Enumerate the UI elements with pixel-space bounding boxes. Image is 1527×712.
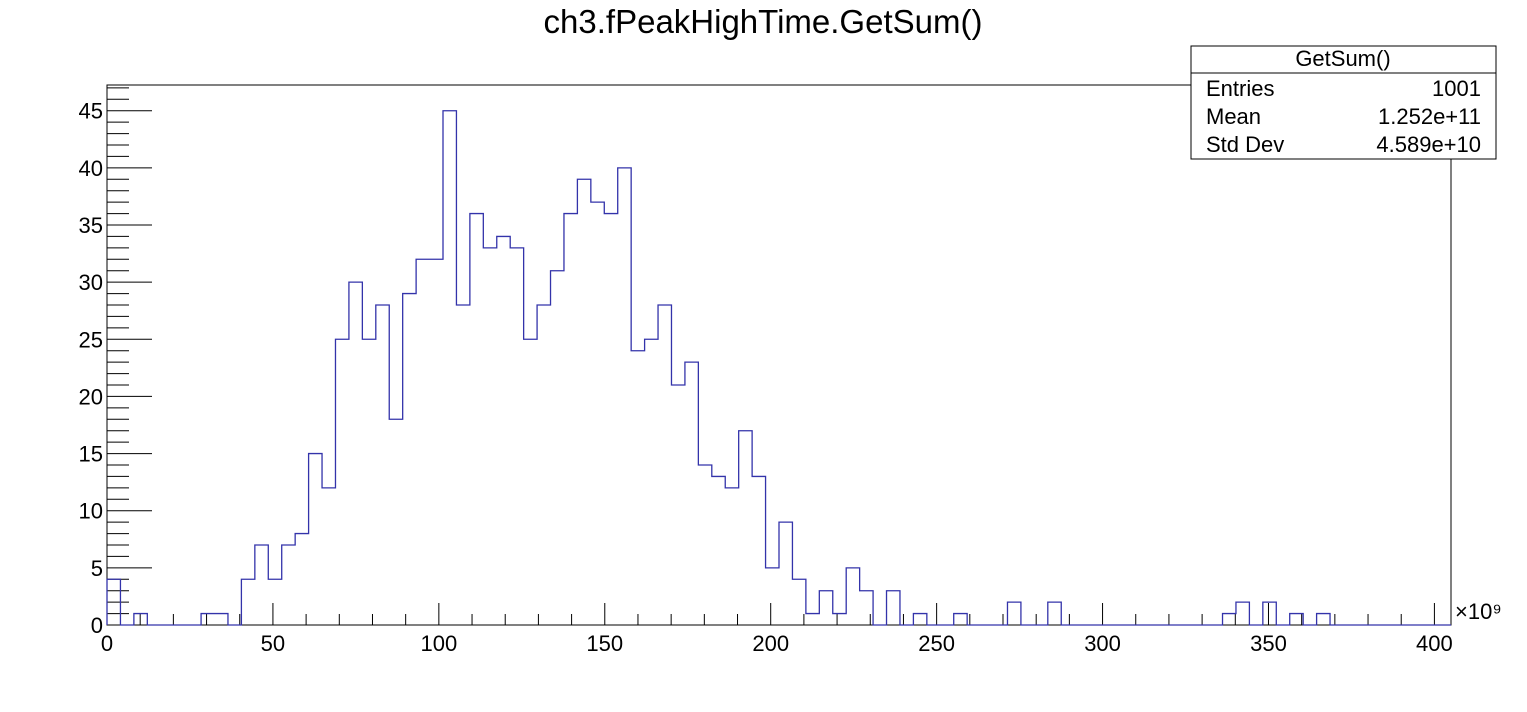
- histogram-bin: [577, 179, 590, 625]
- histogram-bin: [309, 454, 322, 625]
- histogram-bin: [887, 591, 900, 625]
- histogram-bin: [1317, 614, 1330, 625]
- x-tick-label: 300: [1084, 631, 1121, 656]
- histogram-bin: [766, 568, 779, 625]
- stats-entries-label: Entries: [1206, 76, 1274, 101]
- histogram-bin: [819, 591, 832, 625]
- histogram-bin: [725, 488, 738, 625]
- histogram-bin: [1007, 602, 1020, 625]
- histogram-bin: [658, 305, 671, 625]
- histogram-bin: [833, 614, 846, 625]
- histogram-bin: [322, 488, 335, 625]
- x-tick-label: 100: [420, 631, 457, 656]
- histogram-bin: [792, 579, 805, 625]
- y-tick-label: 20: [79, 384, 103, 409]
- histogram-bin: [362, 339, 375, 625]
- x-axis: 0 50 100 150 200 250 300 350 400: [101, 603, 1453, 656]
- x-tick-label: 0: [101, 631, 113, 656]
- histogram-bin: [1263, 602, 1276, 625]
- histogram-bin: [618, 168, 631, 625]
- histogram-bin: [712, 476, 725, 625]
- x-tick-label: 50: [261, 631, 285, 656]
- histogram-bin: [537, 305, 550, 625]
- histogram-bin: [335, 339, 348, 625]
- histogram-bin: [913, 614, 926, 625]
- x-multiplier-label: ×10⁹: [1455, 599, 1502, 624]
- histogram-bin: [201, 614, 214, 625]
- y-tick-label: 45: [79, 99, 103, 124]
- histogram-bin: [389, 419, 402, 625]
- y-axis: 0 5 10 15 20 25 30 35 40 45: [79, 87, 152, 638]
- histogram-bin: [1048, 602, 1061, 625]
- stats-stddev-label: Std Dev: [1206, 132, 1284, 157]
- histogram-bin: [255, 545, 268, 625]
- plot-frame: [106, 84, 1452, 626]
- stats-mean-value: 1.252e+11: [1378, 104, 1481, 129]
- y-tick-label: 35: [79, 213, 103, 238]
- stats-entries-value: 1001: [1432, 76, 1481, 101]
- histogram-bin: [483, 248, 496, 625]
- x-tick-label: 400: [1416, 631, 1453, 656]
- histogram-bin: [1223, 614, 1236, 625]
- histogram-bin: [591, 202, 604, 625]
- histogram-bin: [671, 385, 684, 625]
- y-tick-label: 40: [79, 156, 103, 181]
- stats-stddev-value: 4.589e+10: [1376, 132, 1481, 157]
- histogram-bin: [685, 362, 698, 625]
- histogram-bin: [524, 339, 537, 625]
- histogram-bin: [241, 579, 254, 625]
- histogram-bin: [1236, 602, 1249, 625]
- stats-mean-label: Mean: [1206, 104, 1261, 129]
- histogram-bin: [295, 534, 308, 625]
- histogram-bin: [470, 214, 483, 625]
- histogram-bin: [456, 305, 469, 625]
- histogram-bin: [430, 259, 443, 625]
- histogram-bin: [134, 614, 147, 625]
- histogram-bin: [497, 236, 510, 625]
- histogram-bin: [645, 339, 658, 625]
- stats-box-border: [1190, 45, 1497, 160]
- x-tick-label: 250: [918, 631, 955, 656]
- histogram-bin: [631, 351, 644, 625]
- histogram-bin: [752, 476, 765, 625]
- histogram-bin: [1290, 614, 1303, 625]
- histogram-bin: [779, 522, 792, 625]
- histogram-bin: [604, 214, 617, 625]
- histogram-bin: [564, 214, 577, 625]
- histogram-bin: [416, 259, 429, 625]
- y-tick-label: 0: [91, 613, 103, 638]
- stats-box: GetSum() Entries 1001 Mean 1.252e+11 Std…: [1190, 45, 1497, 160]
- chart-title: ch3.fPeakHighTime.GetSum(): [544, 3, 983, 40]
- histogram-bin: [268, 579, 281, 625]
- histogram-line: [106, 110, 1451, 626]
- histogram-bins: [107, 111, 1330, 625]
- histogram-bin: [510, 248, 523, 625]
- y-tick-label: 25: [79, 327, 103, 352]
- x-tick-label: 350: [1250, 631, 1287, 656]
- y-tick-label: 5: [91, 556, 103, 581]
- histogram-bin: [860, 591, 873, 625]
- histogram-bin: [954, 614, 967, 625]
- histogram-bin: [846, 568, 859, 625]
- histogram-bin: [739, 431, 752, 625]
- y-tick-label: 10: [79, 499, 103, 524]
- histogram-bin: [551, 271, 564, 625]
- histogram-bin: [349, 282, 362, 625]
- x-tick-label: 200: [752, 631, 789, 656]
- histogram-bin: [282, 545, 295, 625]
- histogram-bin: [443, 111, 456, 625]
- histogram-bin: [403, 294, 416, 625]
- x-tick-label: 150: [586, 631, 623, 656]
- histogram-bin: [376, 305, 389, 625]
- histogram-bin: [806, 614, 819, 625]
- y-tick-label: 15: [79, 442, 103, 467]
- histogram-bin: [698, 465, 711, 625]
- y-tick-label: 30: [79, 270, 103, 295]
- histogram-bin: [215, 614, 228, 625]
- histogram-bin: [107, 579, 120, 625]
- stats-box-title: GetSum(): [1295, 46, 1390, 71]
